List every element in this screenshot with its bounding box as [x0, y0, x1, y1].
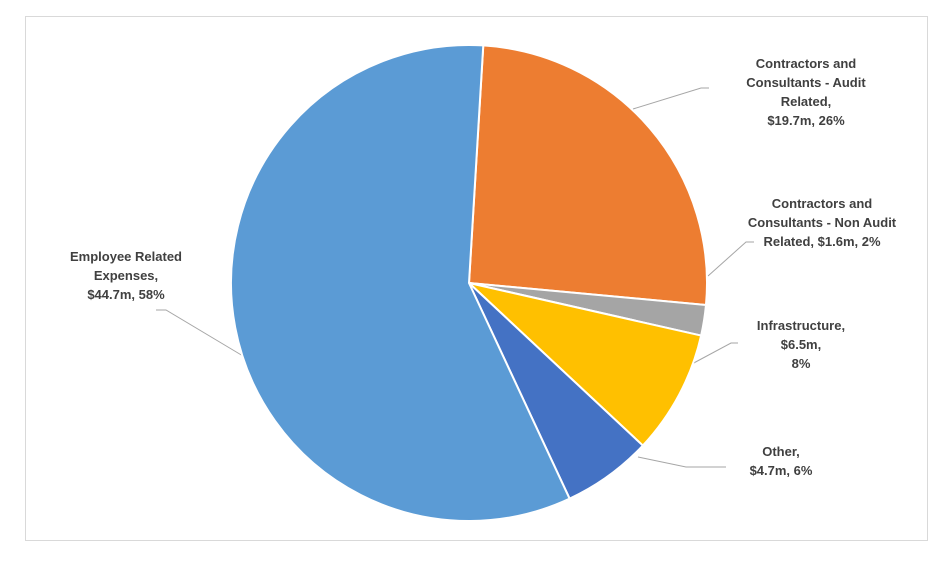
label-infrastructure: Infrastructure, $6.5m, 8%	[756, 318, 846, 371]
chart-area: Contractors and Consultants - Audit Rela…	[25, 16, 928, 541]
pie-slice-4	[230, 44, 571, 522]
leader-lines	[156, 87, 754, 468]
label-non-audit-related: Contractors and Consultants - Non Audit …	[747, 196, 897, 249]
pie-slices	[230, 44, 708, 522]
leader-line-1	[707, 241, 754, 277]
leader-line-3	[637, 456, 726, 468]
pie-slice-2	[465, 281, 703, 447]
label-audit-related: Contractors and Consultants - Audit Rela…	[746, 56, 866, 128]
pie-chart	[156, 44, 754, 522]
leader-line-4	[156, 309, 244, 357]
leader-line-0	[632, 87, 709, 110]
label-other: Other, $4.7m, 6%	[749, 444, 813, 478]
label-employee-related: Employee Related Expenses, $44.7m, 58%	[70, 249, 182, 302]
leader-line-2	[689, 342, 738, 366]
pie-slice-0	[467, 44, 708, 307]
